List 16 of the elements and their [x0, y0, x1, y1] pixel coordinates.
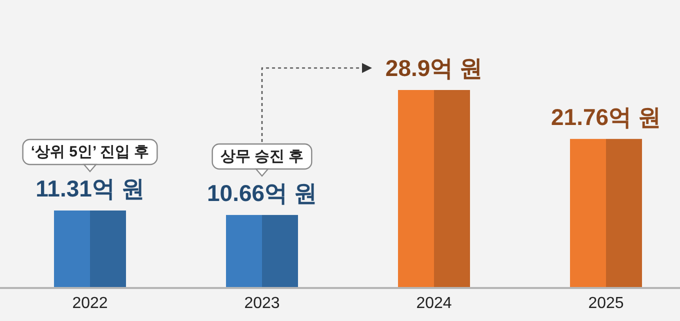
- data-label: 10.66억 원: [207, 180, 317, 206]
- data-label: 28.9억 원: [385, 55, 483, 81]
- picture-callout: 상무 승진 후: [212, 143, 312, 177]
- bar: [570, 138, 642, 288]
- annotation: 상무 승진 후: [220, 148, 304, 165]
- bar: [54, 210, 126, 288]
- x-tick-label: 2022: [72, 295, 108, 312]
- x-tick-label: 2023: [244, 295, 280, 312]
- x-tick-label: 2025: [588, 295, 624, 312]
- bar: [398, 90, 470, 288]
- x-tick-label: 2024: [416, 295, 452, 312]
- annotation: ‘상위 5인’ 진입 후: [30, 144, 150, 161]
- picture-callout: ‘상위 5인’ 진입 후: [22, 138, 158, 172]
- data-label: 11.31억 원: [36, 176, 144, 202]
- data-label: 21.76억 원: [551, 104, 661, 130]
- bar: [226, 214, 298, 288]
